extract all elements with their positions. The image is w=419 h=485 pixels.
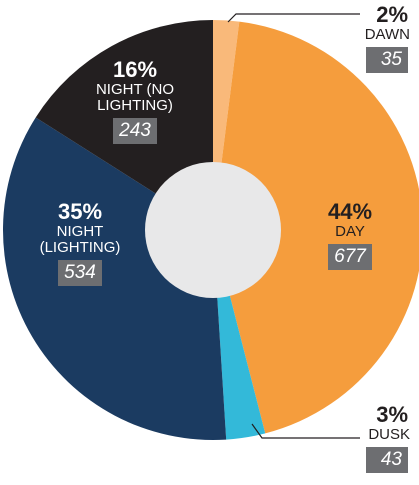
donut-hole [145,162,281,298]
count-label: 534 [58,259,102,286]
count-label: 243 [113,117,157,144]
percent-label: 16% [112,57,158,82]
category-label: NIGHT (LIGHTING) [39,223,121,256]
slice-label: 3% DUSK 43 [330,402,410,473]
slice-label: 44% DAY 677 [300,200,400,270]
slice-label: 2% DAWN 35 [330,2,410,73]
slice-label: 16% NIGHT (NO LIGHTING) 243 [60,58,210,144]
slice [213,21,419,434]
slice [2,117,227,440]
category-label: DAY [335,223,365,241]
leader-line [251,423,360,439]
percent-label: 35% [57,199,103,224]
percent-label: 44% [327,199,373,224]
category-label: NIGHT (NO LIGHTING) [95,81,175,114]
count-label: 43 [366,446,408,473]
category-label: DUSK [368,426,410,444]
slice-label: 35% NIGHT (LIGHTING) 534 [28,200,132,286]
percent-label: 3% [376,402,408,427]
count-label: 677 [328,243,372,270]
count-label: 35 [366,46,408,73]
category-label: DAWN [364,26,410,44]
percent-label: 2% [376,2,408,27]
leader-line [227,13,360,23]
